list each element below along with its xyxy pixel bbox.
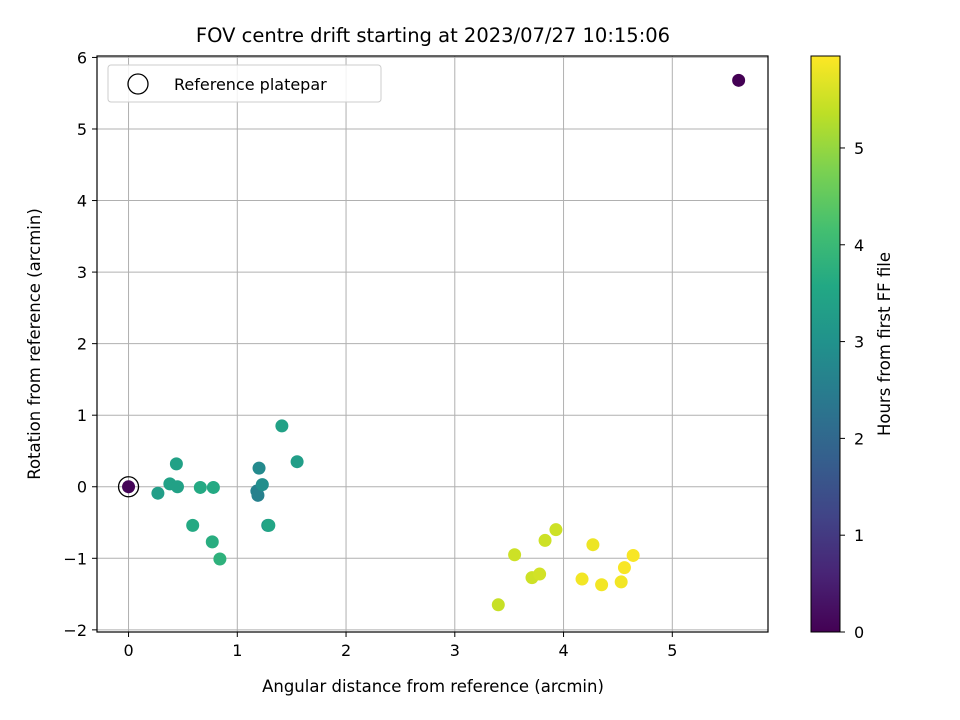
data-point: [549, 523, 563, 537]
y-tick-label: 1: [77, 406, 87, 425]
legend: Reference platepar: [107, 64, 382, 103]
data-point: [213, 552, 227, 566]
x-tick-label: 4: [558, 641, 568, 660]
data-points: [151, 73, 746, 612]
data-point: [595, 578, 609, 592]
y-axis-label: Rotation from reference (arcmin): [25, 208, 44, 480]
colorbar-label: Hours from first FF file: [875, 252, 894, 436]
reference-marker-layer: [117, 476, 140, 498]
data-point: [626, 548, 640, 562]
y-tick-label: 2: [77, 335, 87, 354]
x-tick-label: 0: [123, 641, 133, 660]
data-point: [262, 518, 276, 532]
data-point: [732, 73, 746, 87]
grid-lines: [97, 56, 768, 632]
y-tick-label: 0: [77, 478, 87, 497]
colorbar-tick-label: 5: [854, 139, 864, 158]
colorbar-tick-label: 3: [854, 333, 864, 352]
data-point: [170, 480, 184, 494]
y-tick-label: 4: [77, 192, 87, 211]
x-tick-label: 5: [667, 641, 677, 660]
data-point: [290, 455, 304, 469]
legend-reference-marker: [127, 73, 149, 95]
legend-entry-label: Reference platepar: [174, 75, 327, 94]
colorbar-tick-label: 2: [854, 429, 864, 448]
x-tick-label: 2: [341, 641, 351, 660]
y-tick-label: −1: [63, 549, 87, 568]
data-point: [252, 461, 266, 475]
y-tick-label: 3: [77, 263, 87, 282]
colorbar-ticks: 0 1 2 3 4 5: [840, 139, 864, 642]
y-tick-label: 5: [77, 120, 87, 139]
data-point: [617, 561, 631, 575]
data-point: [614, 575, 628, 589]
data-point: [508, 548, 522, 562]
data-point: [575, 572, 589, 586]
y-tick-label: −2: [63, 621, 87, 640]
legend-box: [107, 64, 382, 103]
colorbar-gradient: [810, 55, 841, 633]
data-point: [538, 533, 552, 547]
data-point: [275, 419, 289, 433]
data-point: [206, 480, 220, 494]
data-point: [193, 480, 207, 494]
data-point: [491, 598, 505, 612]
data-point: [255, 478, 269, 492]
data-point: [169, 457, 183, 471]
data-point: [205, 535, 219, 549]
y-axis-ticks: −2 −1 0 1 2 3 4 5 6: [63, 48, 97, 640]
colorbar-tick-label: 1: [854, 526, 864, 545]
x-tick-label: 1: [232, 641, 242, 660]
colorbar-tick-label: 4: [854, 236, 864, 255]
chart-title: FOV centre drift starting at 2023/07/27 …: [196, 24, 670, 47]
data-point: [186, 518, 200, 532]
y-tick-label: 6: [77, 48, 87, 67]
x-axis-ticks: 0 1 2 3 4 5: [123, 632, 677, 660]
reference-platepar-marker: [117, 476, 140, 498]
data-point: [533, 567, 547, 581]
data-point: [251, 488, 265, 502]
colorbar: 0 1 2 3 4 5 Hours from first FF file: [810, 55, 894, 642]
data-point: [151, 486, 165, 500]
colorbar-tick-label: 0: [854, 623, 864, 642]
reference-point: [122, 480, 136, 494]
x-axis-label: Angular distance from reference (arcmin): [262, 677, 604, 696]
x-tick-label: 3: [450, 641, 460, 660]
data-point: [586, 538, 600, 552]
